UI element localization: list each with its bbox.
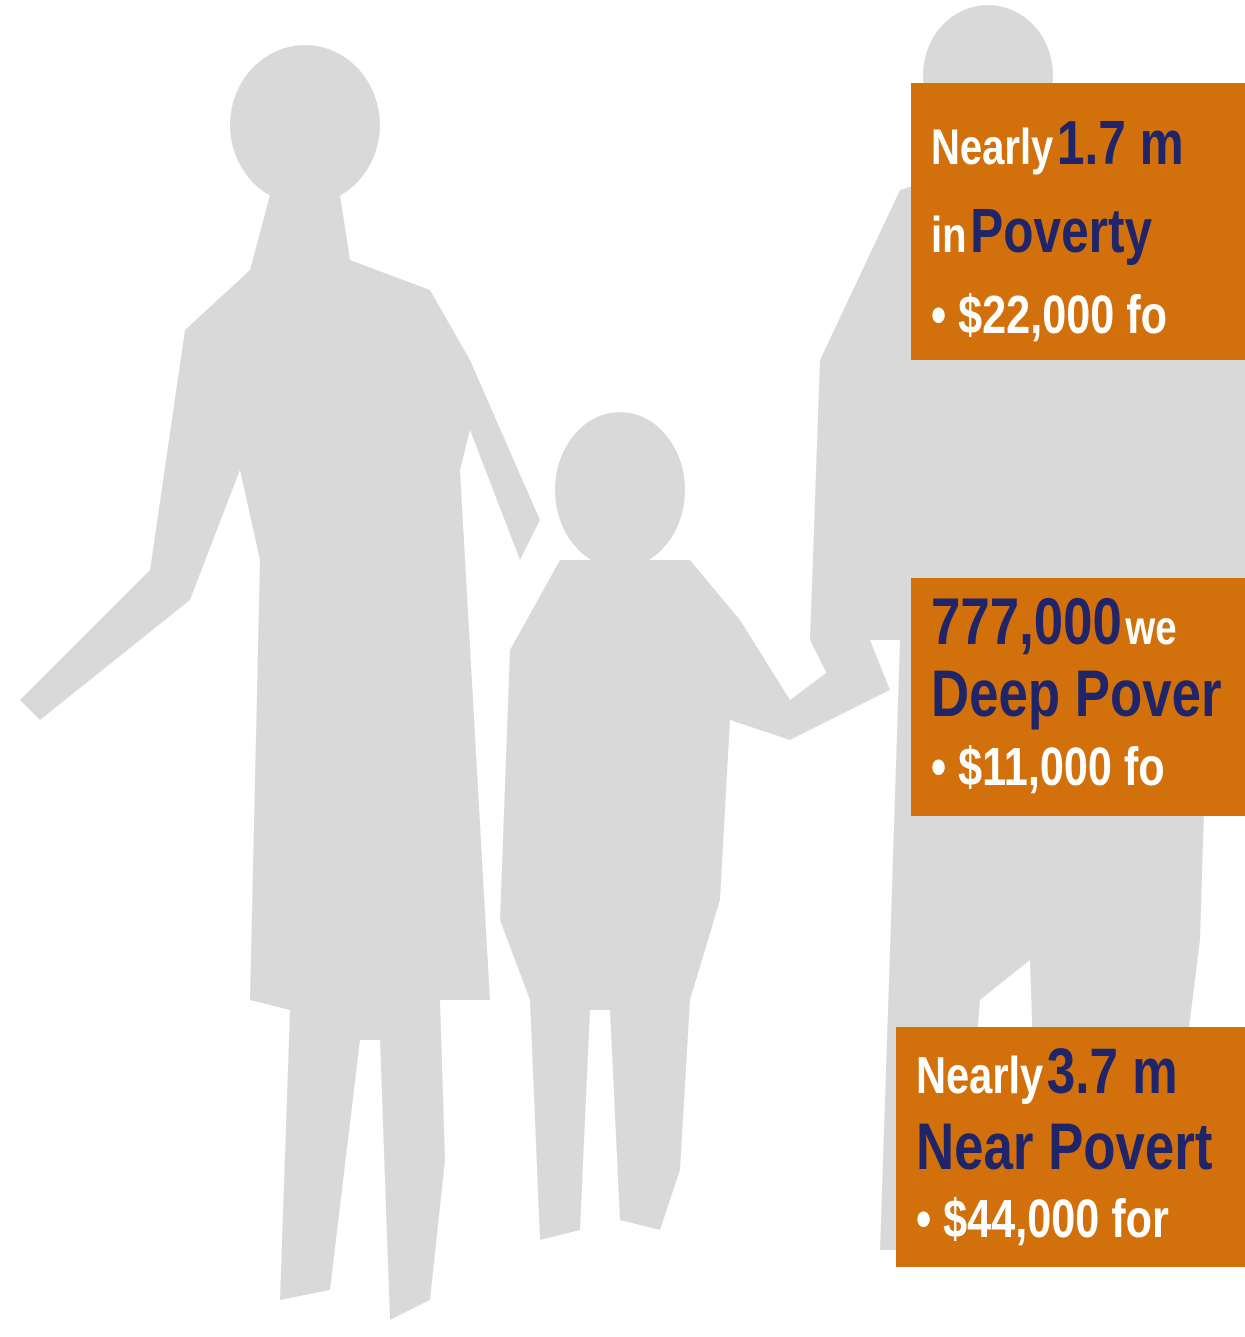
panel-line: 777,000 we [931,588,1177,654]
girl-head [555,412,685,568]
panel-figure: 777,000 [931,584,1122,658]
woman-body [20,195,540,1320]
page: Nearly 1.7 m in Poverty • $22,000 fo 777… [0,0,1245,1337]
deep-poverty-panel: 777,000 we Deep Pover • $11,000 fo [911,578,1245,816]
panel-figure: 3.7 m [1047,1035,1178,1107]
panel-label: Poverty [970,197,1152,266]
panel-bullet: • $22,000 fo [931,288,1167,342]
panel-figure: 1.7 m [1057,109,1184,178]
panel-bullet: • $11,000 fo [931,740,1165,794]
panel-label: Near Povert [916,1113,1212,1179]
panel-text: Nearly [931,119,1053,175]
panel-bullet: • $44,000 for [916,1192,1169,1246]
near-poverty-panel: Nearly 3.7 m Near Povert • $44,000 for [896,1027,1245,1267]
poverty-panel: Nearly 1.7 m in Poverty • $22,000 fo [911,83,1245,360]
panel-line: Nearly 3.7 m [916,1039,1178,1103]
panel-line: in Poverty [931,201,1152,263]
panel-text: in [931,207,967,263]
panel-line: Nearly 1.7 m [931,113,1184,175]
panel-text: Nearly [916,1047,1043,1105]
woman-head [230,45,380,205]
panel-text: we [1125,602,1176,655]
panel-label: Deep Pover [931,660,1222,726]
